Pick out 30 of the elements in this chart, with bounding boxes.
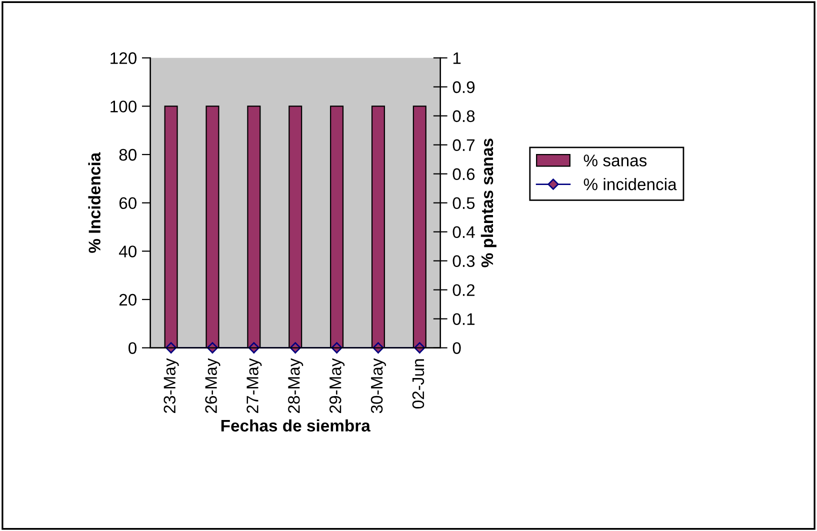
x-axis-title: Fechas de siembra — [221, 419, 370, 432]
y2-tick-label: 0.6 — [452, 168, 475, 180]
y2-axis-title: % plantas sanas — [480, 138, 496, 268]
x-tick-label: 27-May — [246, 358, 262, 413]
y-tick-label: 60 — [119, 197, 136, 210]
x-tick-label: 29-May — [329, 358, 345, 413]
x-tick-label: 02-Jun — [412, 359, 424, 409]
y2-tick-label: 0.3 — [452, 255, 475, 268]
y2-tick-label: 0.9 — [452, 81, 475, 94]
y-tick-label: 0 — [128, 342, 136, 354]
y-tick-label: 100 — [110, 100, 136, 112]
y-tick-label: 120 — [110, 52, 136, 64]
y-axis-title: % Incidencia — [88, 152, 100, 253]
y2-tick-label: 1 — [453, 52, 461, 64]
x-tick-label: 30-May — [370, 358, 386, 414]
y2-tick-label: 0.7 — [452, 139, 474, 152]
legend-label: % sanas — [584, 154, 647, 166]
x-tick-label: 26-May — [205, 358, 220, 413]
y2-tick-label: 0.2 — [452, 284, 474, 296]
y-tick-label: 80 — [119, 148, 136, 161]
x-tick-label: 23-May — [164, 358, 179, 413]
y2-tick-label: 0.1 — [452, 313, 475, 326]
y2-tick-label: 0.4 — [452, 226, 475, 238]
y-tick-label: 40 — [118, 246, 136, 258]
legend-label: % incidencia — [584, 178, 677, 190]
y-tick-label: 20 — [119, 294, 136, 306]
y2-tick-label: 0 — [452, 342, 461, 354]
y2-tick-label: 0.5 — [452, 197, 475, 210]
y2-tick-label: 0.8 — [452, 110, 475, 122]
x-tick-label: 28-May — [288, 358, 304, 413]
